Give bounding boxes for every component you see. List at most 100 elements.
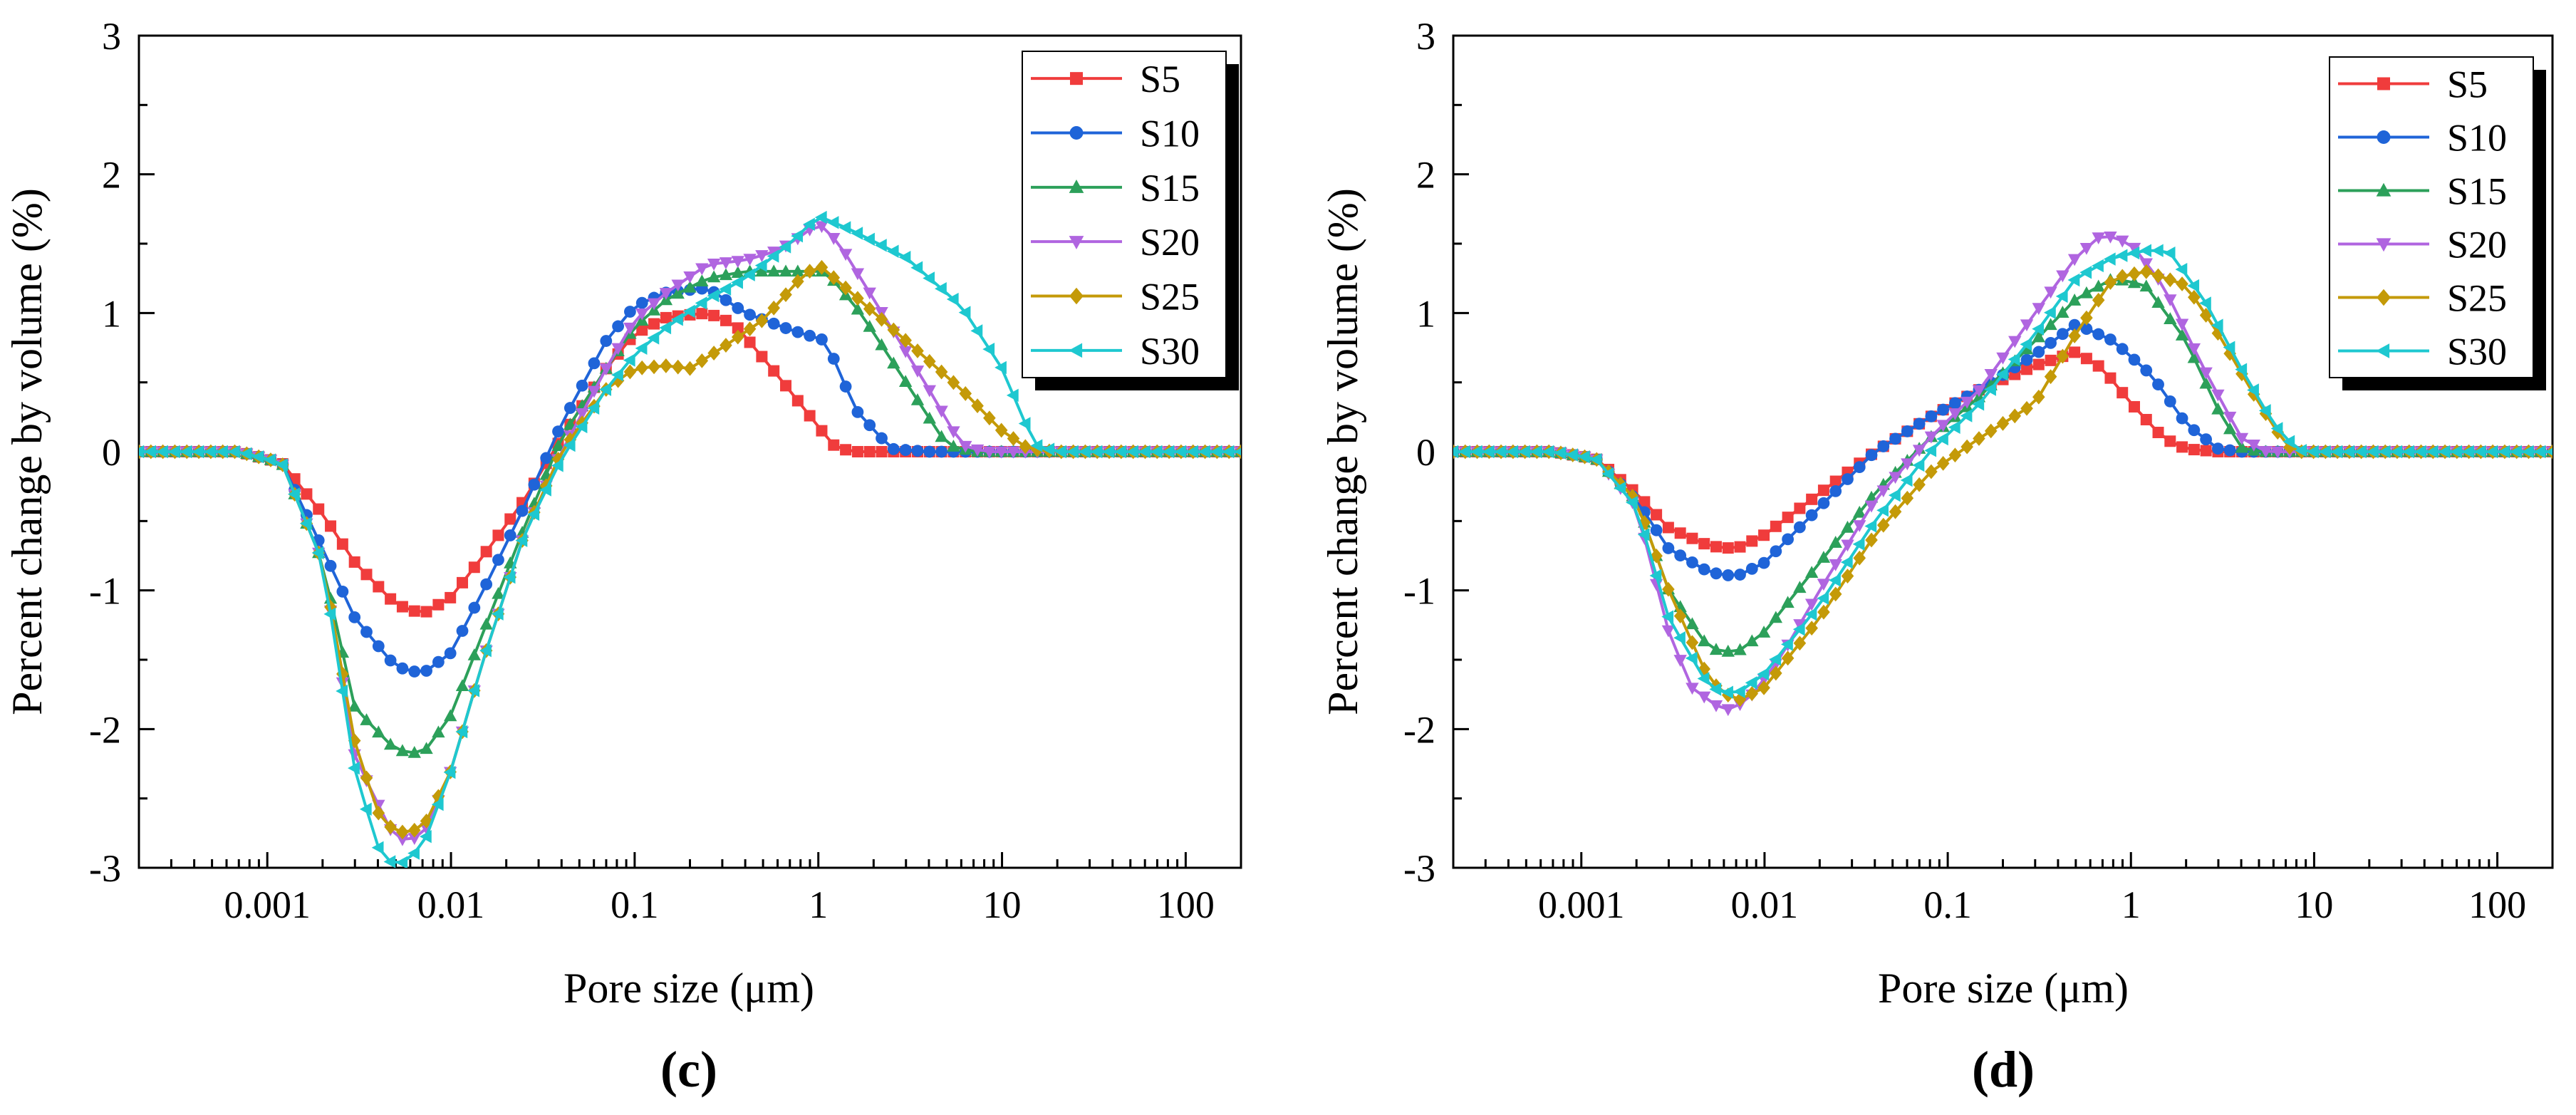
data-point	[1698, 691, 1711, 704]
data-point	[2104, 333, 2117, 346]
data-point	[2092, 292, 2105, 308]
data-point	[348, 761, 360, 775]
data-point	[767, 264, 781, 277]
data-point	[504, 529, 516, 541]
data-point	[2080, 310, 2093, 326]
data-point	[1019, 439, 1032, 455]
data-point	[826, 216, 839, 229]
data-point	[1222, 445, 1235, 459]
data-point	[2426, 445, 2439, 459]
data-point	[479, 643, 492, 658]
data-point	[1995, 368, 2008, 381]
chart-panel-d: -3 -2 -1 0 1 2 3 0.001 0.01 0.1 1 10 100 Pore size (μ…	[1319, 15, 2554, 1098]
data-point	[2199, 367, 2213, 380]
data-point	[1794, 502, 1806, 514]
data-point	[2164, 435, 2176, 447]
data-point	[707, 259, 721, 271]
data-point	[408, 605, 420, 617]
data-point	[2235, 366, 2248, 382]
data-point	[2008, 353, 2020, 366]
data-point	[539, 483, 551, 497]
data-point	[2187, 351, 2201, 363]
legend-marker	[2376, 182, 2391, 197]
data-point	[1936, 455, 1950, 471]
data-point	[528, 478, 541, 491]
legend-label: S30	[2447, 331, 2507, 373]
data-point	[1686, 556, 1698, 569]
data-point	[1829, 536, 1842, 548]
data-point	[348, 700, 361, 712]
data-point	[1589, 452, 1602, 467]
y-tick-label: -1	[1403, 570, 1435, 613]
data-point	[839, 280, 852, 296]
data-point	[1804, 598, 1819, 611]
data-point	[1793, 636, 1807, 651]
data-point	[671, 359, 685, 375]
data-point	[1984, 368, 1998, 381]
legend-marker	[1069, 126, 1084, 140]
data-point	[696, 308, 708, 320]
data-point	[1662, 542, 1675, 554]
data-point	[2200, 445, 2212, 457]
data-point	[1984, 423, 1998, 439]
data-point	[1865, 532, 1878, 548]
data-point	[2223, 444, 2236, 457]
data-point	[348, 733, 361, 749]
data-point	[1625, 495, 1638, 509]
data-point	[1721, 704, 1735, 717]
data-point	[779, 322, 792, 334]
data-point	[791, 229, 804, 243]
data-point	[1949, 397, 1961, 410]
y-axis-label: Percent change by volume (%)	[4, 188, 51, 715]
data-point	[2164, 272, 2177, 288]
data-point	[2151, 296, 2165, 308]
data-point	[2175, 328, 2189, 341]
data-point	[1960, 396, 1974, 409]
data-point	[575, 408, 589, 420]
data-point	[863, 320, 876, 332]
data-point	[910, 261, 923, 274]
data-point	[815, 259, 829, 275]
data-point	[432, 598, 445, 611]
data-point	[432, 725, 445, 738]
data-point	[804, 329, 816, 342]
data-point	[2128, 353, 2141, 366]
y-tick-label: 3	[1416, 15, 1435, 58]
data-point	[1925, 464, 1938, 479]
data-point	[336, 538, 348, 550]
data-point	[923, 411, 937, 424]
x-tick-label: 0.1	[611, 883, 659, 926]
data-point	[887, 442, 900, 455]
data-point	[720, 294, 732, 306]
data-point	[994, 422, 1008, 438]
data-point	[851, 302, 865, 315]
data-point	[1913, 418, 1926, 430]
data-point	[2080, 353, 2092, 365]
data-point	[2188, 444, 2200, 456]
y-tick-label: -2	[1403, 708, 1435, 751]
data-point	[396, 662, 409, 675]
data-point	[2056, 306, 2069, 318]
legend-label: S5	[1140, 58, 1180, 100]
data-point	[192, 445, 204, 459]
x-tick-label: 0.1	[1923, 883, 1972, 926]
data-point	[816, 333, 828, 346]
data-point	[372, 725, 385, 738]
data-point	[695, 353, 709, 368]
data-point	[455, 725, 468, 739]
data-point	[1817, 497, 1830, 509]
data-point	[2045, 336, 2057, 349]
data-point	[563, 438, 576, 452]
data-point	[2378, 445, 2391, 459]
data-point	[383, 855, 396, 868]
data-point	[898, 375, 913, 388]
data-point	[1186, 445, 1198, 459]
data-point	[1482, 445, 1495, 459]
data-point	[325, 520, 337, 532]
data-point	[504, 513, 516, 525]
data-point	[743, 254, 757, 266]
data-point	[360, 713, 373, 725]
data-point	[1770, 545, 1782, 558]
data-point	[383, 737, 398, 750]
data-point	[2021, 363, 2033, 375]
